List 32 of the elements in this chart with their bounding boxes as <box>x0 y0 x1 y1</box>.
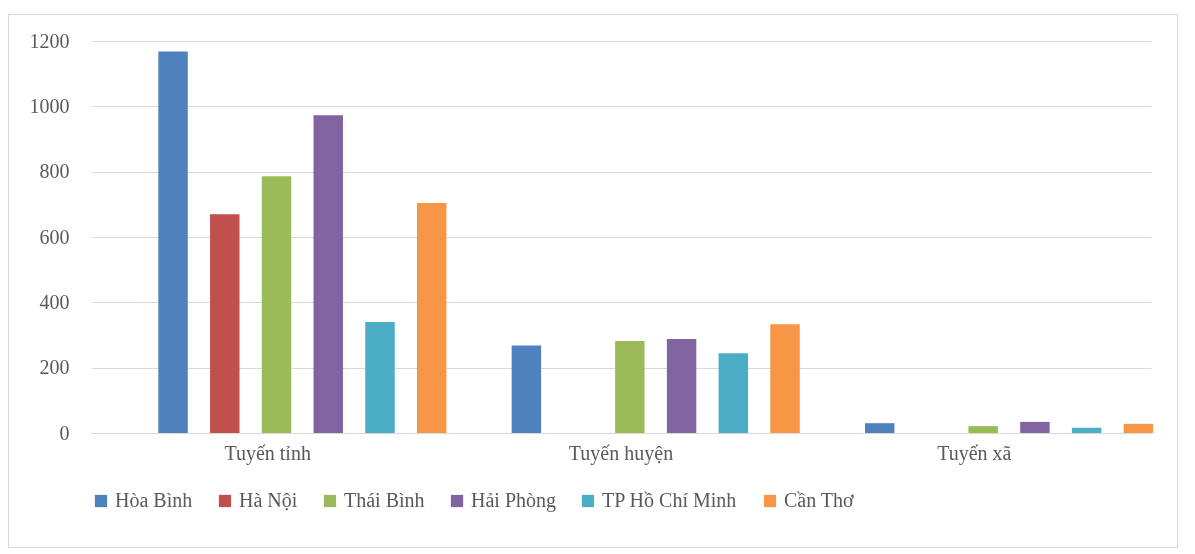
bar <box>718 353 749 433</box>
legend-label: TP Hồ Chí Minh <box>602 489 737 511</box>
bar <box>313 115 343 433</box>
bar <box>158 51 188 433</box>
y-tick-label: 1200 <box>29 29 70 52</box>
bar <box>666 338 697 433</box>
y-tick-label: 800 <box>39 160 70 183</box>
x-tick-label: Tuyến xã <box>937 441 1012 465</box>
bar <box>864 423 895 433</box>
legend-label: Hà Nội <box>239 489 298 511</box>
bar <box>615 340 645 433</box>
y-tick-label: 0 <box>59 421 70 444</box>
y-tick-label: 600 <box>39 225 70 248</box>
bar <box>261 176 292 433</box>
bar <box>1071 427 1102 433</box>
legend-label: Hải Phòng <box>471 489 556 512</box>
bar <box>1020 421 1050 433</box>
legend-label: Thái Bình <box>344 489 425 511</box>
bar <box>511 345 542 433</box>
bar <box>1123 423 1154 433</box>
bar <box>968 426 998 433</box>
y-tick-label: 400 <box>39 290 70 313</box>
legend-label: Cần Thơ <box>784 489 855 511</box>
x-tick-label: Tuyến huyện <box>568 441 674 465</box>
bar <box>365 321 395 433</box>
bar <box>770 324 800 433</box>
y-tick-label: 1000 <box>29 94 70 117</box>
bar <box>210 214 240 433</box>
x-tick-label: Tuyến tỉnh <box>224 441 311 465</box>
y-tick-label: 200 <box>39 356 70 379</box>
bar <box>416 203 447 433</box>
legend-label: Hòa Bình <box>115 489 193 511</box>
